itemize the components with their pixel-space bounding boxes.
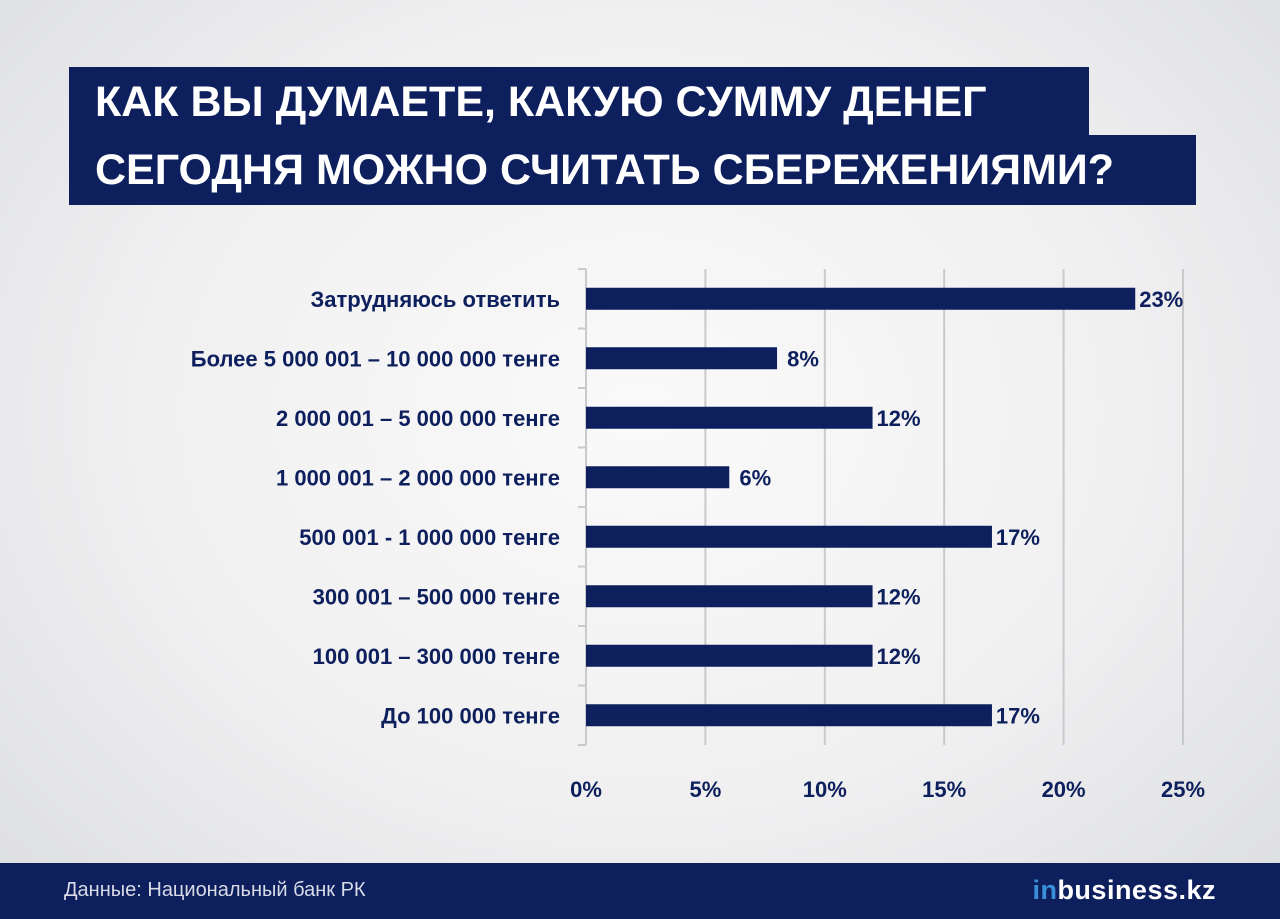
value-label: 8% bbox=[787, 346, 819, 371]
brand-logo[interactable]: inbusiness.kz bbox=[1032, 875, 1216, 906]
category-label: Более 5 000 001 – 10 000 000 тенге bbox=[191, 346, 560, 371]
category-label: 2 000 001 – 5 000 000 тенге bbox=[276, 406, 560, 431]
category-labels: Затрудняюсь ответить Более 5 000 001 – 10… bbox=[191, 287, 560, 729]
value-label: 12% bbox=[877, 644, 921, 669]
grid-lines bbox=[704, 269, 1184, 745]
bar bbox=[586, 525, 992, 548]
value-label: 6% bbox=[739, 465, 771, 490]
category-label: 1 000 001 – 2 000 000 тенге bbox=[276, 465, 560, 490]
value-label: 17% bbox=[996, 525, 1040, 550]
x-tick-label: 0% bbox=[570, 777, 602, 802]
y-axis bbox=[578, 268, 587, 746]
bar bbox=[586, 466, 730, 489]
category-label: 100 001 – 300 000 тенге bbox=[313, 644, 560, 669]
x-tick-label: 5% bbox=[690, 777, 722, 802]
x-tick-label: 25% bbox=[1161, 777, 1205, 802]
logo-prefix: in bbox=[1032, 875, 1058, 905]
category-label: До 100 000 тенге bbox=[381, 703, 560, 728]
x-tick-labels: 0% 5% 10% 15% 20% 25% bbox=[570, 777, 1205, 802]
category-label: 300 001 – 500 000 тенге bbox=[313, 584, 560, 609]
bar bbox=[586, 644, 873, 667]
logo-rest: business.kz bbox=[1057, 875, 1216, 905]
data-source: Данные: Национальный банк РК bbox=[64, 879, 366, 901]
bars bbox=[586, 287, 1136, 727]
bar bbox=[586, 287, 1136, 310]
bar bbox=[586, 347, 778, 370]
value-label: 12% bbox=[877, 584, 921, 609]
x-tick-label: 15% bbox=[922, 777, 966, 802]
title-line-1: КАК ВЫ ДУМАЕТЕ, КАКУЮ СУММУ ДЕНЕГ bbox=[69, 67, 1089, 137]
bar bbox=[586, 704, 992, 727]
category-label: Затрудняюсь ответить bbox=[310, 287, 560, 312]
bar bbox=[586, 585, 873, 608]
x-tick-label: 10% bbox=[803, 777, 847, 802]
bar bbox=[586, 406, 873, 429]
value-label: 17% bbox=[996, 703, 1040, 728]
title-line-2: СЕГОДНЯ МОЖНО СЧИТАТЬ СБЕРЕЖЕНИЯМИ? bbox=[69, 135, 1196, 205]
footer-bar: Данные: Национальный банк РК inbusiness.… bbox=[0, 863, 1280, 919]
value-label: 23% bbox=[1139, 287, 1183, 312]
value-labels: 23% 8% 12% 6% 17% 12% 12% 17% bbox=[739, 287, 1183, 729]
category-label: 500 001 - 1 000 000 тенге bbox=[299, 525, 560, 550]
x-tick-label: 20% bbox=[1042, 777, 1086, 802]
value-label: 12% bbox=[877, 406, 921, 431]
